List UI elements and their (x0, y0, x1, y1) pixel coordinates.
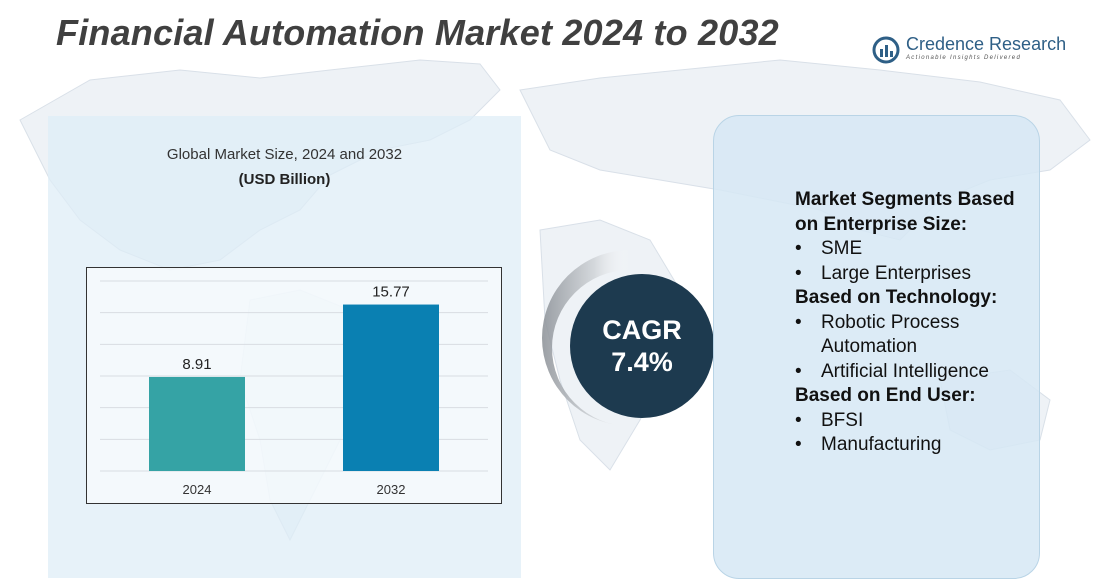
segment-group-technology: Based on Technology: Robotic Process Aut… (795, 286, 1035, 384)
logo-tagline: Actionable Insights Delivered (906, 55, 1022, 61)
segment-item: Robotic Process Automation (795, 311, 1035, 360)
bar-2032 (343, 304, 439, 471)
segment-item: Manufacturing (795, 433, 1035, 458)
chart-labels: 8.91 2024 15.77 2032 (182, 284, 409, 497)
brand-logo: Credence Research Actionable Insights De… (872, 34, 1066, 68)
chart-title: Global Market Size, 2024 and 2032 (166, 146, 403, 163)
segment-item: Artificial Intelligence (795, 360, 1035, 385)
bar-2024 (149, 376, 245, 471)
chart-frame (86, 267, 502, 504)
segment-item: BFSI (795, 409, 1035, 434)
segment-heading: Market Segments Based on Enterprise Size… (795, 189, 1015, 235)
bar-chart: 8.91 2024 15.77 2032 (86, 267, 502, 504)
segment-heading: Based on End User: (795, 385, 976, 406)
segment-item: SME (795, 237, 1035, 262)
cagr-ring-arc (542, 250, 630, 426)
cagr-badge-graphic (542, 250, 714, 426)
chart-subtitle: (USD Billion) (238, 171, 331, 188)
cagr-text: CAGR 7.4% (572, 314, 712, 378)
value-label-2032: 15.77 (372, 284, 410, 301)
chart-bars (149, 304, 439, 471)
category-label-2032: 2032 (377, 482, 406, 497)
page-title: Financial Automation Market 2024 to 2032 (56, 12, 779, 53)
cagr-value: 7.4% (611, 347, 673, 377)
value-label-2024: 8.91 (182, 356, 211, 373)
segment-item: Large Enterprises (795, 262, 1035, 287)
cagr-label: CAGR (602, 315, 682, 345)
segments-list: Market Segments Based on Enterprise Size… (795, 188, 1035, 458)
cagr-circle (570, 274, 714, 418)
segment-heading: Based on Technology: (795, 287, 998, 308)
segment-group-end-user: Based on End User: BFSI Manufacturing (795, 384, 1035, 458)
segment-group-enterprise-size: Market Segments Based on Enterprise Size… (795, 188, 1035, 286)
category-label-2024: 2024 (183, 482, 212, 497)
credence-logo-icon (872, 36, 900, 64)
logo-name: Credence Research (906, 34, 1067, 54)
